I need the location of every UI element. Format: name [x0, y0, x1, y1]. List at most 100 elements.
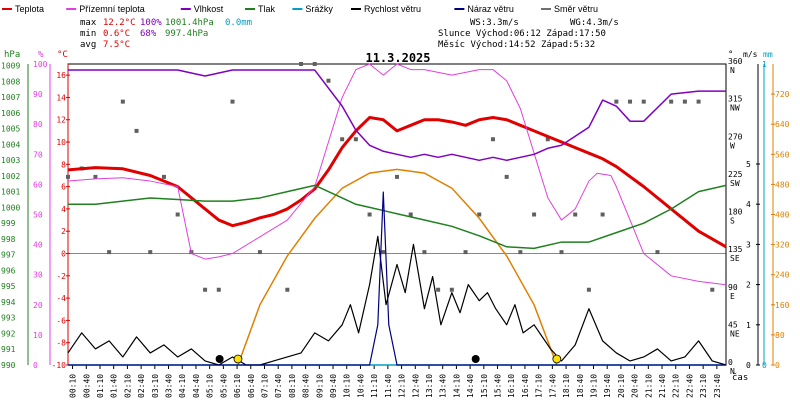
wind-dir-point	[175, 212, 180, 217]
time-tick-label: 02:10	[123, 374, 132, 398]
stats-min-label: min	[80, 29, 96, 39]
hpa-tick-label: 991	[1, 345, 16, 354]
time-tick-label: 16:10	[507, 374, 516, 398]
pct-tick-label: 100	[33, 60, 48, 69]
legend-label: Směr větru	[554, 4, 598, 14]
hpa-tick-label: 992	[1, 329, 16, 338]
stats-ws: WS:3.3m/s	[470, 18, 519, 28]
wind-dir-point	[545, 137, 550, 142]
legend-label: Přízemní teplota	[79, 4, 145, 14]
hpa-tick-label: 1008	[1, 77, 20, 86]
dir-name-label: SW	[730, 179, 740, 188]
time-tick-label: 06:40	[247, 374, 256, 398]
temp-tick-label: 12	[56, 116, 66, 125]
dir-tick-label: 90	[728, 283, 738, 292]
dir-name-label: SE	[730, 254, 740, 263]
sun-tick-label: 400	[775, 211, 790, 220]
wind-dir-point	[600, 212, 605, 217]
stats-moon: Měsíc Východ:14:52 Západ:5:32	[438, 40, 595, 50]
time-tick-label: 23:40	[713, 374, 722, 398]
time-tick-label: 05:40	[219, 374, 228, 398]
hpa-tick-label: 1009	[1, 62, 20, 71]
time-tick-label: 18:10	[562, 374, 571, 398]
stats-max-hum: 100%	[140, 18, 162, 28]
dir-tick-label: 360	[728, 57, 743, 66]
wind-dir-point	[641, 99, 646, 104]
time-tick-label: 08:10	[288, 374, 297, 398]
wind-dir-point	[408, 212, 413, 217]
time-tick-label: 08:40	[302, 374, 311, 398]
time-tick-label: 07:10	[260, 374, 269, 398]
stats-avg-temp: 7.5°C	[103, 40, 130, 50]
time-tick-label: 00:10	[69, 374, 78, 398]
series-line-tlak	[68, 184, 727, 250]
wind-dir-point	[299, 62, 304, 66]
wind-dir-point	[148, 250, 153, 255]
time-tick-label: 19:10	[589, 374, 598, 398]
dir-name-label: E	[730, 292, 735, 301]
rain-tick-label: 0	[762, 361, 767, 370]
wind-dir-point	[573, 212, 578, 217]
time-tick-label: 22:40	[685, 374, 694, 398]
time-tick-label: 06:10	[233, 374, 242, 398]
time-tick-label: 04:10	[178, 374, 187, 398]
sun-tick-label: 560	[775, 150, 790, 159]
time-tick-label: 05:10	[206, 374, 215, 398]
temp-tick-label: -6	[56, 316, 66, 325]
dir-tick-label: 180	[728, 208, 743, 217]
time-tick-label: 20:10	[617, 374, 626, 398]
legend-label: Srážky	[305, 4, 333, 14]
stats-max-label: max	[80, 18, 97, 28]
wind-dir-point	[353, 137, 358, 142]
wind-dir-point	[66, 174, 70, 179]
sun-tick-label: 720	[775, 90, 790, 99]
wind-dir-point	[682, 99, 687, 104]
dir-tick-label: 315	[728, 95, 743, 104]
time-tick-label: 22:10	[672, 374, 681, 398]
dir-tick-label: 270	[728, 132, 743, 141]
series-line-teplota	[67, 116, 727, 249]
pct-tick-label: 0	[33, 361, 38, 370]
pct-tick-label: 80	[33, 120, 43, 129]
time-tick-label: 03:10	[151, 374, 160, 398]
stats-max-temp: 12.2°C	[103, 18, 136, 28]
hpa-tick-label: 1007	[1, 93, 20, 102]
legend-label: Vlhkost	[194, 4, 224, 14]
wind-tick-label: 1	[746, 321, 751, 330]
stats-max-rain: 0.0mm	[225, 18, 252, 28]
time-tick-label: 20:40	[631, 374, 640, 398]
stats-min-press: 997.4hPa	[165, 29, 208, 39]
hpa-tick-label: 995	[1, 282, 16, 291]
time-tick-label: 11:10	[370, 374, 379, 398]
time-tick-label: 17:10	[535, 374, 544, 398]
time-tick-label: 11:40	[384, 374, 393, 398]
hpa-tick-label: 1000	[1, 203, 20, 212]
pct-tick-label: 50	[33, 211, 43, 220]
wind-dir-point	[285, 287, 290, 292]
time-tick-label: 01:10	[96, 374, 105, 398]
hpa-tick-label: 1005	[1, 125, 20, 134]
temp-tick-label: 2	[61, 227, 66, 236]
sun-tick-label: 240	[775, 271, 790, 280]
time-tick-label: 03:40	[165, 374, 174, 398]
temp-tick-label: 16	[56, 71, 66, 80]
wind-dir-point	[395, 174, 399, 179]
wind-dir-point	[655, 250, 660, 255]
time-tick-label: 12:40	[411, 374, 420, 398]
time-tick-label: 13:10	[425, 374, 434, 398]
hpa-tick-label: 998	[1, 235, 16, 244]
stats-max-press: 1001.4hPa	[165, 18, 214, 28]
wind-dir-point	[696, 99, 701, 104]
rain-tick-label: 1	[762, 60, 767, 69]
dir-unit: °	[728, 50, 733, 60]
time-tick-label: 16:40	[521, 374, 530, 398]
pct-tick-label: 30	[33, 271, 43, 280]
hpa-tick-label: 994	[1, 298, 16, 307]
hpa-tick-label: 996	[1, 266, 16, 275]
wind-dir-point	[463, 250, 468, 255]
wind-dir-point	[518, 250, 523, 255]
temp-tick-label: 4	[61, 205, 66, 214]
sun-tick-label: 640	[775, 120, 790, 129]
